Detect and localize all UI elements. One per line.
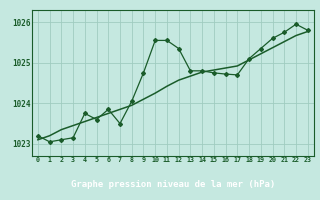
Text: Graphe pression niveau de la mer (hPa): Graphe pression niveau de la mer (hPa) bbox=[71, 180, 275, 189]
